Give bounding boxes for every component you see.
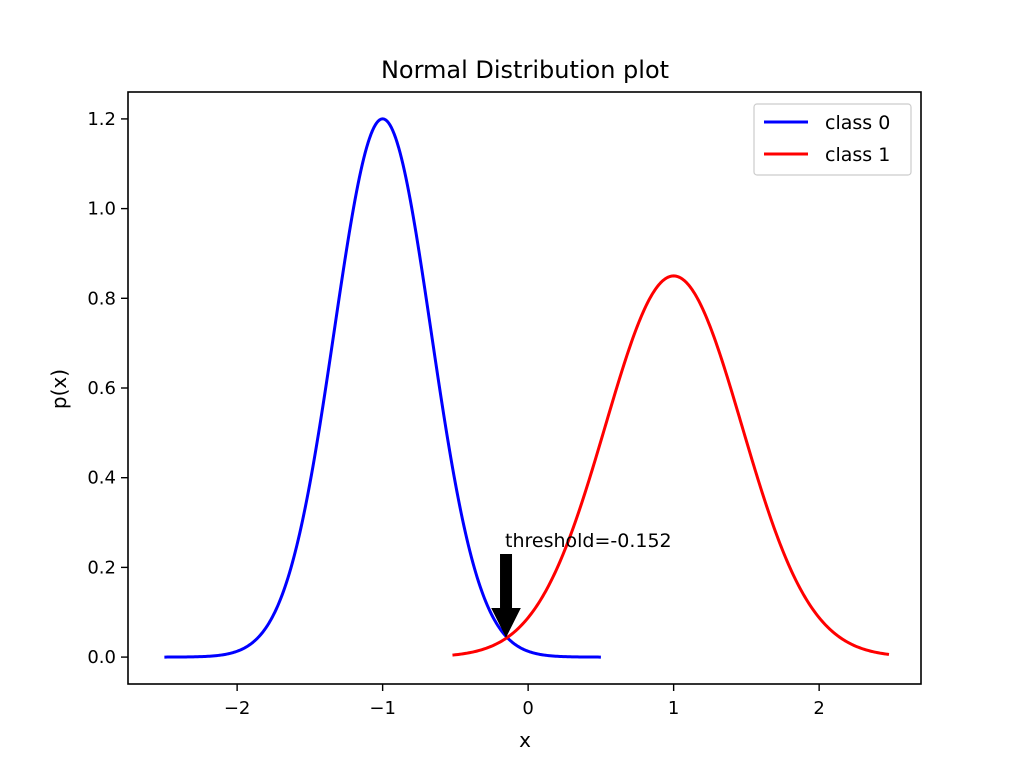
plot-series bbox=[164, 117, 890, 659]
y-tick-label: 0.4 bbox=[87, 468, 116, 489]
y-axis-ticks: 0.0 0.2 0.4 0.6 0.8 1.0 1.2 bbox=[87, 109, 128, 668]
legend: class 0 class 1 bbox=[753, 103, 912, 176]
x-tick-label: −2 bbox=[224, 698, 251, 719]
legend-label-class-0: class 0 bbox=[825, 112, 890, 134]
series-line-class-1 bbox=[452, 274, 890, 657]
y-tick-label: 0.6 bbox=[87, 378, 116, 399]
plot-frame bbox=[127, 91, 922, 685]
y-axis-label: p(x) bbox=[47, 369, 71, 409]
x-tick-label: 1 bbox=[668, 698, 679, 719]
y-tick-label: 0.2 bbox=[87, 557, 116, 578]
chart-title: Normal Distribution plot bbox=[381, 56, 669, 84]
threshold-annotation: threshold=-0.152 bbox=[491, 530, 672, 638]
x-axis-label: x bbox=[519, 728, 531, 752]
y-tick-label: 0.8 bbox=[87, 288, 116, 309]
x-tick-label: −1 bbox=[369, 698, 396, 719]
threshold-label: threshold=-0.152 bbox=[505, 530, 672, 552]
x-tick-label: 0 bbox=[522, 698, 533, 719]
threshold-arrow bbox=[491, 553, 521, 638]
x-axis-ticks: −2 −1 0 1 2 bbox=[224, 684, 825, 719]
y-tick-label: 1.0 bbox=[87, 199, 116, 220]
x-tick-label: 2 bbox=[813, 698, 824, 719]
y-tick-label: 1.2 bbox=[87, 109, 116, 130]
y-tick-label: 0.0 bbox=[87, 647, 116, 668]
series-line-class-0 bbox=[164, 117, 601, 659]
legend-label-class-1: class 1 bbox=[825, 144, 890, 166]
